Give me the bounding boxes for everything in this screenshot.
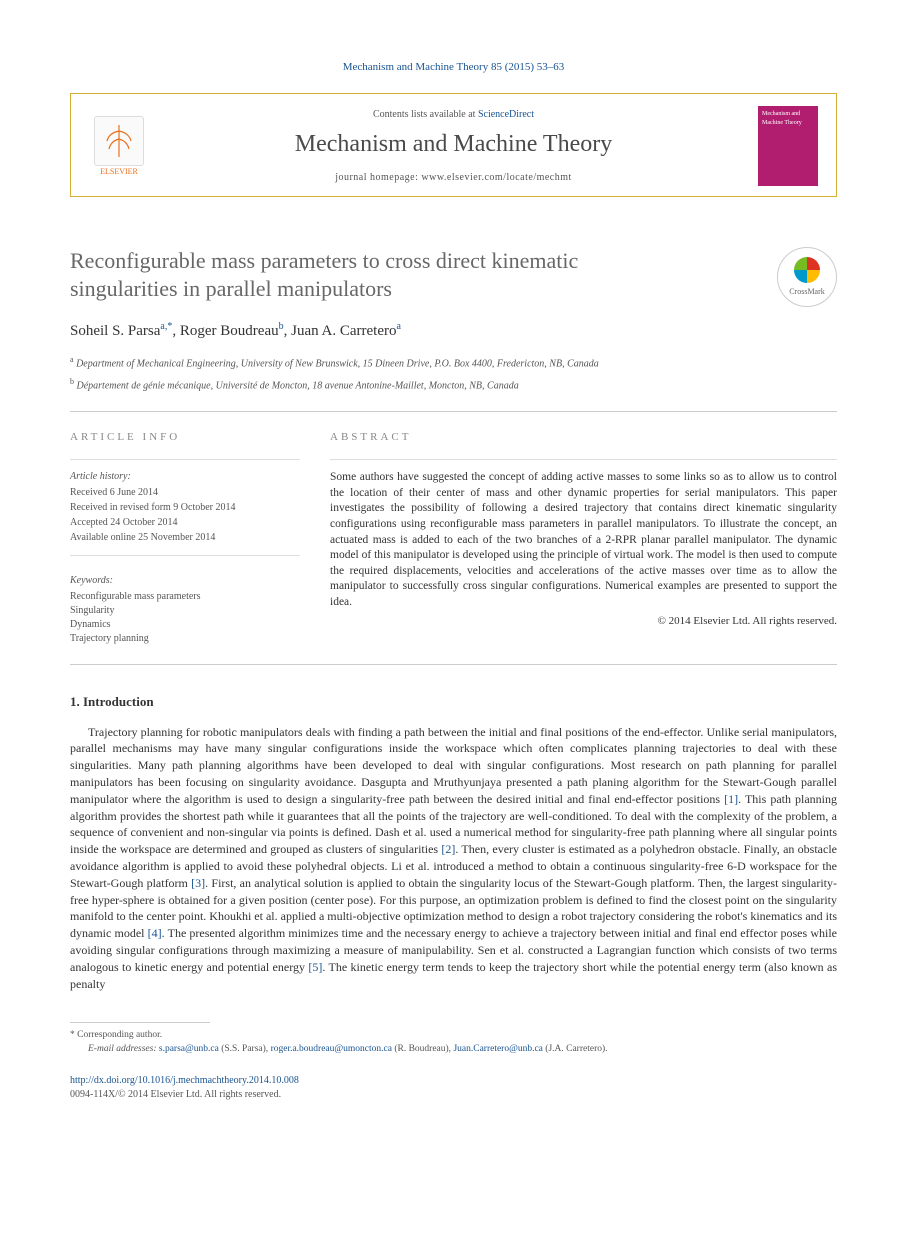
doi-link[interactable]: http://dx.doi.org/10.1016/j.mechmachtheo… <box>70 1075 299 1086</box>
affiliation: b Département de génie mécanique, Univer… <box>70 376 837 393</box>
keyword-item: Dynamics <box>70 618 300 632</box>
journal-name: Mechanism and Machine Theory <box>167 128 740 162</box>
intro-paragraph: Trajectory planning for robotic manipula… <box>70 724 837 993</box>
crossmark-icon <box>794 257 820 283</box>
keyword-item: Singularity <box>70 604 300 618</box>
author-3: Juan A. Carretero <box>291 323 396 339</box>
authors-line: Soheil S. Parsaa,*, Roger Boudreaub, Jua… <box>70 320 837 342</box>
sub-divider <box>70 555 300 556</box>
history-item: Accepted 24 October 2014 <box>70 516 300 530</box>
homepage-line: journal homepage: www.elsevier.com/locat… <box>167 171 740 185</box>
history-item: Received in revised form 9 October 2014 <box>70 501 300 515</box>
affiliation: a Department of Mechanical Engineering, … <box>70 354 837 371</box>
sub-divider <box>330 459 837 460</box>
section-1-heading: 1. Introduction <box>70 693 837 711</box>
divider <box>70 411 837 412</box>
journal-header-box: ELSEVIER Contents lists available at Sci… <box>70 93 837 197</box>
keyword-item: Reconfigurable mass parameters <box>70 590 300 604</box>
author-2: Roger Boudreau <box>180 323 279 339</box>
email-link-3[interactable]: Juan.Carretero@unb.ca <box>453 1044 542 1054</box>
ref-link-2[interactable]: [2] <box>441 842 455 856</box>
homepage-url[interactable]: www.elsevier.com/locate/mechmt <box>421 172 571 183</box>
citation-header: Mechanism and Machine Theory 85 (2015) 5… <box>70 60 837 75</box>
elsevier-logo: ELSEVIER <box>89 111 149 181</box>
elsevier-tree-icon <box>94 116 144 166</box>
article-title: Reconfigurable mass parameters to cross … <box>70 247 670 302</box>
journal-cover-thumbnail: Mechanism and Machine Theory <box>758 106 818 186</box>
crossmark-label: CrossMark <box>789 286 825 297</box>
history-item: Available online 25 November 2014 <box>70 531 300 545</box>
email-link-1[interactable]: s.parsa@unb.ca <box>159 1044 219 1054</box>
abstract-label: ABSTRACT <box>330 430 837 445</box>
email-link-2[interactable]: roger.a.boudreau@umoncton.ca <box>271 1044 392 1054</box>
history-label: Article history: <box>70 470 300 484</box>
issn-copyright: 0094-114X/© 2014 Elsevier Ltd. All right… <box>70 1089 281 1100</box>
article-info-label: ARTICLE INFO <box>70 430 300 445</box>
sciencedirect-link[interactable]: ScienceDirect <box>478 109 534 120</box>
abstract-copyright: © 2014 Elsevier Ltd. All rights reserved… <box>330 614 837 629</box>
divider <box>70 664 837 665</box>
publisher-name: ELSEVIER <box>100 166 138 177</box>
ref-link-1[interactable]: [1] <box>724 792 738 806</box>
ref-link-5[interactable]: [5] <box>308 960 322 974</box>
author-1: Soheil S. Parsa <box>70 323 160 339</box>
corresponding-star-icon: * <box>167 321 172 332</box>
crossmark-badge[interactable]: CrossMark <box>777 247 837 307</box>
keyword-item: Trajectory planning <box>70 632 300 646</box>
history-item: Received 6 June 2014 <box>70 486 300 500</box>
ref-link-3[interactable]: [3] <box>191 876 205 890</box>
contents-line: Contents lists available at ScienceDirec… <box>167 108 740 122</box>
ref-link-4[interactable]: [4] <box>148 926 162 940</box>
corresponding-footnote: * Corresponding author. E-mail addresses… <box>70 1029 837 1056</box>
doi-block: http://dx.doi.org/10.1016/j.mechmachtheo… <box>70 1074 837 1102</box>
abstract-text: Some authors have suggested the concept … <box>330 470 837 610</box>
footnote-separator <box>70 1022 210 1023</box>
sub-divider <box>70 459 300 460</box>
keywords-label: Keywords: <box>70 574 300 588</box>
